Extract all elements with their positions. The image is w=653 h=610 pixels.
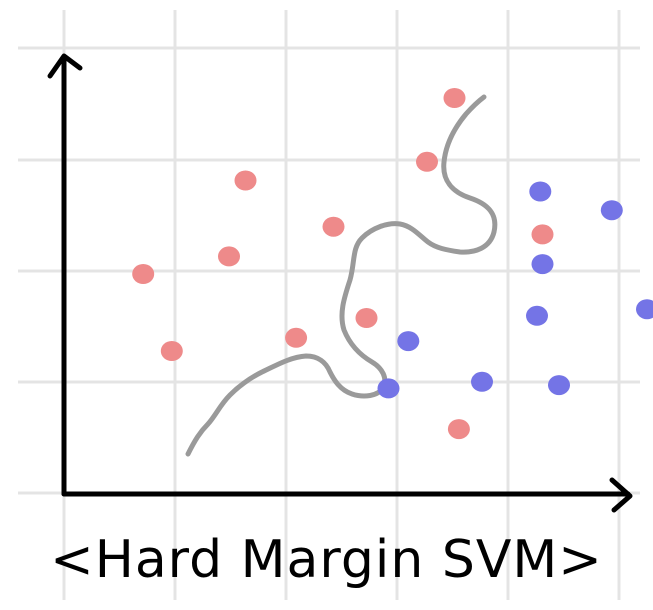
- class-a-point: [322, 216, 345, 237]
- class-b-point: [377, 378, 400, 399]
- diagram-caption: <Hard Margin SVM>: [50, 530, 603, 590]
- class-a-point: [531, 224, 554, 245]
- class-a-point: [234, 170, 257, 191]
- class-a-point: [160, 341, 183, 361]
- class-b-point: [526, 305, 548, 326]
- y-axis-arrowhead: [47, 53, 83, 79]
- data-points: [132, 88, 653, 440]
- decision-boundary: [185, 94, 498, 457]
- x-axis-arrowhead: [609, 477, 633, 513]
- class-a-point: [416, 151, 438, 172]
- axes: [47, 53, 633, 513]
- class-b-point: [600, 200, 623, 221]
- class-a-point: [132, 264, 155, 284]
- class-b-point: [531, 254, 554, 275]
- class-b-point: [397, 331, 420, 352]
- class-b-point: [548, 375, 570, 396]
- class-a-point: [355, 308, 378, 328]
- class-a-point: [218, 246, 240, 267]
- class-a-point: [285, 327, 308, 348]
- class-a-point: [447, 419, 470, 440]
- class-b-point: [471, 371, 493, 392]
- class-a-point: [443, 88, 466, 108]
- class-b-point: [636, 299, 653, 320]
- grid: [18, 10, 640, 600]
- class-b-point: [529, 181, 552, 202]
